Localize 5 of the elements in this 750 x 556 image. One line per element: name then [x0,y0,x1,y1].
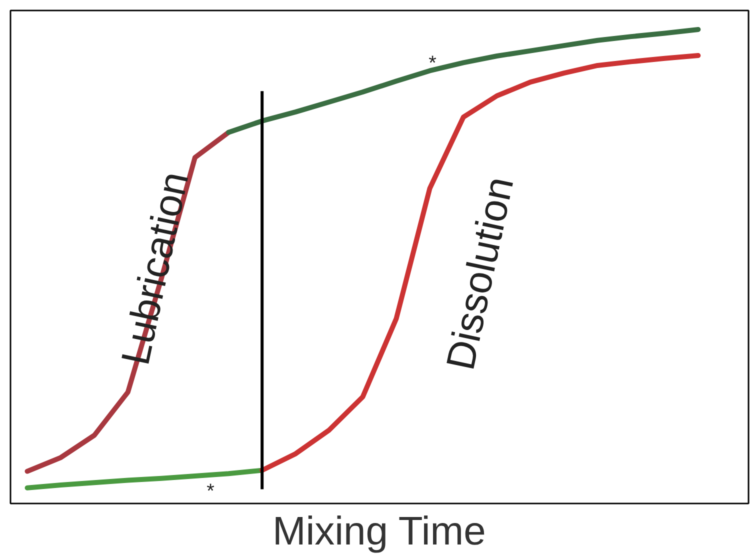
annotation: * [206,480,215,502]
x-axis-title: Mixing Time [272,510,486,554]
annotation: Lubrication [114,168,198,369]
annotation: * [428,52,437,74]
annotation: Dissolution [438,173,522,374]
